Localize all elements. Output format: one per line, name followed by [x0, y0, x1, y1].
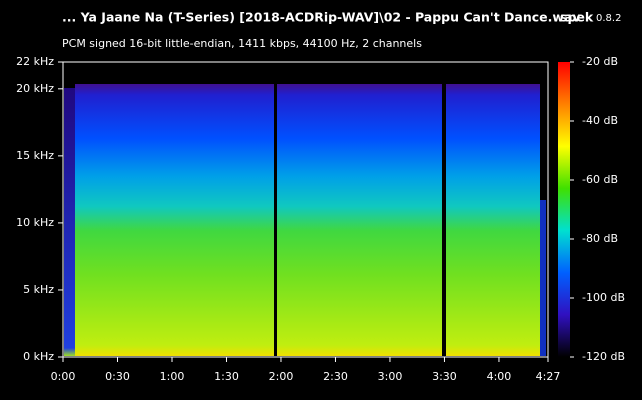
x-tick-label: 3:30 — [432, 370, 457, 383]
spectrum-region — [277, 84, 442, 356]
x-tick-label: 3:00 — [378, 370, 403, 383]
y-tick-label: 22 kHz — [16, 55, 54, 68]
color-bar — [558, 62, 570, 357]
plot-frame — [62, 61, 549, 358]
y-tick-label: 20 kHz — [16, 82, 54, 95]
colorbar-tick-label: -120 dB — [582, 350, 625, 363]
x-tick-label: 4:27 — [536, 370, 561, 383]
colorbar-tick-label: -80 dB — [582, 232, 618, 245]
app-version: 0.8.2 — [596, 13, 621, 24]
x-tick-label: 1:30 — [214, 370, 239, 383]
colorbar-tick-label: -60 dB — [582, 173, 618, 186]
spectrum-region — [540, 200, 546, 356]
spectrum-region — [446, 84, 540, 356]
spectrum-region — [64, 88, 75, 356]
file-info: PCM signed 16-bit little-endian, 1411 kb… — [62, 37, 422, 50]
y-tick-label: 0 kHz — [23, 350, 54, 363]
x-tick-label: 2:30 — [323, 370, 348, 383]
x-tick-label: 2:00 — [269, 370, 294, 383]
x-tick-label: 4:00 — [487, 370, 512, 383]
x-tick-label: 0:30 — [105, 370, 130, 383]
y-tick-label: 10 kHz — [16, 216, 54, 229]
spectrogram — [64, 84, 546, 356]
colorbar-tick-label: -40 dB — [582, 114, 618, 127]
colorbar-tick-label: -20 dB — [582, 55, 618, 68]
x-tick-label: 1:00 — [160, 370, 185, 383]
x-tick-label: 0:00 — [51, 370, 76, 383]
y-tick-label: 15 kHz — [16, 149, 54, 162]
y-tick-label: 5 kHz — [23, 283, 54, 296]
file-title: ... Ya Jaane Na (T-Series) [2018-ACDRip-… — [62, 10, 581, 25]
colorbar-tick-label: -100 dB — [582, 291, 625, 304]
app-name: spek — [560, 10, 594, 25]
spectrum-region — [75, 84, 274, 356]
